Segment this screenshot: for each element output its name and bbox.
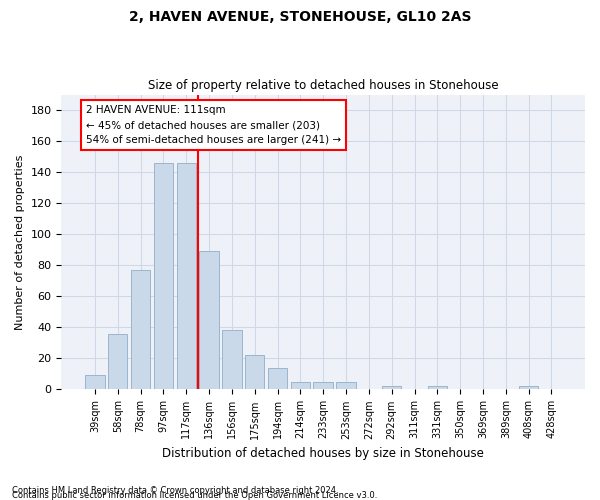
- Bar: [131, 270, 150, 390]
- Text: 2 HAVEN AVENUE: 111sqm
← 45% of detached houses are smaller (203)
54% of semi-de: 2 HAVEN AVENUE: 111sqm ← 45% of detached…: [86, 106, 341, 145]
- Bar: [245, 356, 265, 390]
- Title: Size of property relative to detached houses in Stonehouse: Size of property relative to detached ho…: [148, 79, 499, 92]
- Bar: [199, 252, 219, 390]
- Text: 2, HAVEN AVENUE, STONEHOUSE, GL10 2AS: 2, HAVEN AVENUE, STONEHOUSE, GL10 2AS: [129, 10, 471, 24]
- Bar: [382, 386, 401, 390]
- Bar: [313, 382, 333, 390]
- Bar: [108, 334, 127, 390]
- Text: Contains HM Land Registry data © Crown copyright and database right 2024.: Contains HM Land Registry data © Crown c…: [12, 486, 338, 495]
- Bar: [85, 376, 104, 390]
- Bar: [222, 330, 242, 390]
- Bar: [428, 386, 447, 390]
- Bar: [337, 382, 356, 390]
- Bar: [176, 163, 196, 390]
- X-axis label: Distribution of detached houses by size in Stonehouse: Distribution of detached houses by size …: [162, 447, 484, 460]
- Bar: [290, 382, 310, 390]
- Bar: [268, 368, 287, 390]
- Text: Contains public sector information licensed under the Open Government Licence v3: Contains public sector information licen…: [12, 491, 377, 500]
- Y-axis label: Number of detached properties: Number of detached properties: [15, 154, 25, 330]
- Bar: [154, 163, 173, 390]
- Bar: [519, 386, 538, 390]
